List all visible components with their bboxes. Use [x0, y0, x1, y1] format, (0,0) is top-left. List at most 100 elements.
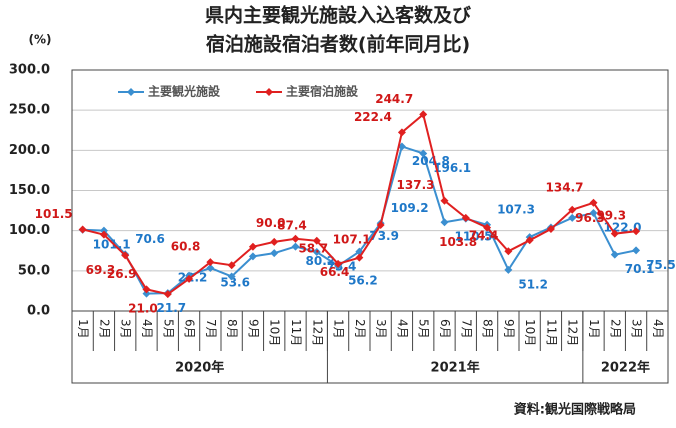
x-tick-label: 4月: [651, 319, 665, 339]
data-label: 222.4: [354, 110, 392, 124]
point: [504, 247, 513, 256]
data-label: 107.1: [333, 232, 371, 246]
x-tick-label: 10月: [268, 319, 282, 346]
data-label: 74.4: [469, 229, 499, 243]
point: [291, 234, 300, 243]
point: [525, 236, 534, 245]
point: [355, 253, 364, 262]
legend-label: 主要宿泊施設: [286, 84, 359, 99]
data-label: 110.5: [455, 230, 493, 244]
x-tick-label: 2月: [97, 319, 111, 339]
point: [121, 251, 130, 260]
x-tick-label: 7月: [204, 319, 218, 339]
point: [142, 285, 151, 294]
data-label: 80.2: [306, 254, 336, 268]
series-line: [82, 145, 637, 295]
point: [270, 237, 279, 246]
point: [610, 250, 619, 259]
point: [376, 220, 385, 229]
plot-frame: [71, 69, 669, 384]
point: [568, 213, 577, 222]
group-label: 2021年: [431, 360, 480, 376]
point: [227, 272, 236, 281]
data-label: 109.2: [391, 201, 429, 215]
data-label: 101.1: [93, 237, 131, 251]
point: [163, 290, 172, 299]
data-label: 66.4: [320, 265, 350, 279]
x-tick-label: 12月: [566, 319, 580, 346]
legend-label: 主要観光施設: [148, 84, 221, 99]
point: [248, 242, 257, 251]
legend-marker: [265, 88, 273, 96]
x-tick-label: 11月: [544, 319, 558, 346]
data-label: 137.3: [397, 178, 435, 192]
x-tick-label: 9月: [502, 319, 516, 339]
y-unit: (%): [29, 33, 52, 47]
point: [632, 227, 641, 236]
x-tick-label: 1月: [587, 319, 601, 339]
x-tick-label: 3月: [374, 319, 388, 339]
x-tick-label: 5月: [417, 319, 431, 339]
data-label: 96.3: [575, 211, 605, 225]
point: [270, 249, 279, 258]
x-tick-label: 7月: [459, 319, 473, 339]
point: [99, 226, 108, 235]
data-label: 51.2: [518, 277, 548, 291]
point: [78, 225, 87, 234]
point: [440, 218, 449, 227]
point: [546, 225, 555, 234]
x-tick-label: 8月: [225, 319, 239, 339]
group-label: 2022年: [601, 360, 650, 376]
y-tick-label: 250.0: [9, 103, 50, 118]
point: [568, 205, 577, 214]
point: [312, 248, 321, 257]
data-label: 99.3: [596, 209, 626, 223]
data-label: 107.3: [497, 202, 535, 216]
y-tick-label: 200.0: [9, 143, 50, 158]
x-tick-label: 10月: [523, 319, 537, 346]
point: [227, 261, 236, 270]
data-label: 56.2: [348, 273, 378, 287]
point: [419, 110, 428, 119]
point: [312, 236, 321, 245]
point: [504, 265, 513, 274]
legend-marker: [127, 88, 135, 96]
data-label: 21.0: [128, 302, 158, 316]
y-tick-label: 50.0: [18, 263, 50, 278]
point: [589, 198, 598, 207]
x-tick-label: 1月: [332, 319, 346, 339]
data-label: 73.4: [327, 260, 357, 274]
data-label: 90.0: [256, 216, 286, 230]
data-label: 60.8: [171, 240, 201, 254]
y-tick-label: 0.0: [27, 304, 50, 319]
data-label: 26.9: [107, 267, 137, 281]
point: [248, 252, 257, 261]
x-tick-label: 2月: [608, 319, 622, 339]
point: [419, 149, 428, 158]
x-tick-label: 1月: [76, 319, 90, 339]
point: [589, 208, 598, 217]
x-tick-label: 9月: [246, 319, 260, 339]
chart-title: 宿泊施設宿泊者数(前年同月比): [206, 33, 470, 56]
point: [334, 259, 343, 268]
point: [291, 242, 300, 251]
point: [440, 196, 449, 205]
point: [483, 223, 492, 232]
point: [185, 274, 194, 283]
series-line: [82, 112, 637, 296]
data-label: 134.7: [546, 180, 584, 194]
data-label: 75.5: [646, 258, 676, 272]
y-tick-label: 300.0: [9, 63, 50, 78]
data-label: 58.7: [298, 241, 328, 255]
x-tick-label: 5月: [161, 319, 175, 339]
x-tick-label: 2月: [353, 319, 367, 339]
point: [397, 128, 406, 137]
y-tick-label: 150.0: [9, 183, 50, 198]
x-tick-label: 8月: [481, 319, 495, 339]
x-tick-label: 4月: [395, 319, 409, 339]
x-tick-label: 3月: [119, 319, 133, 339]
point: [142, 289, 151, 298]
data-label: 204.8: [412, 154, 450, 168]
data-label: 196.1: [433, 161, 471, 175]
